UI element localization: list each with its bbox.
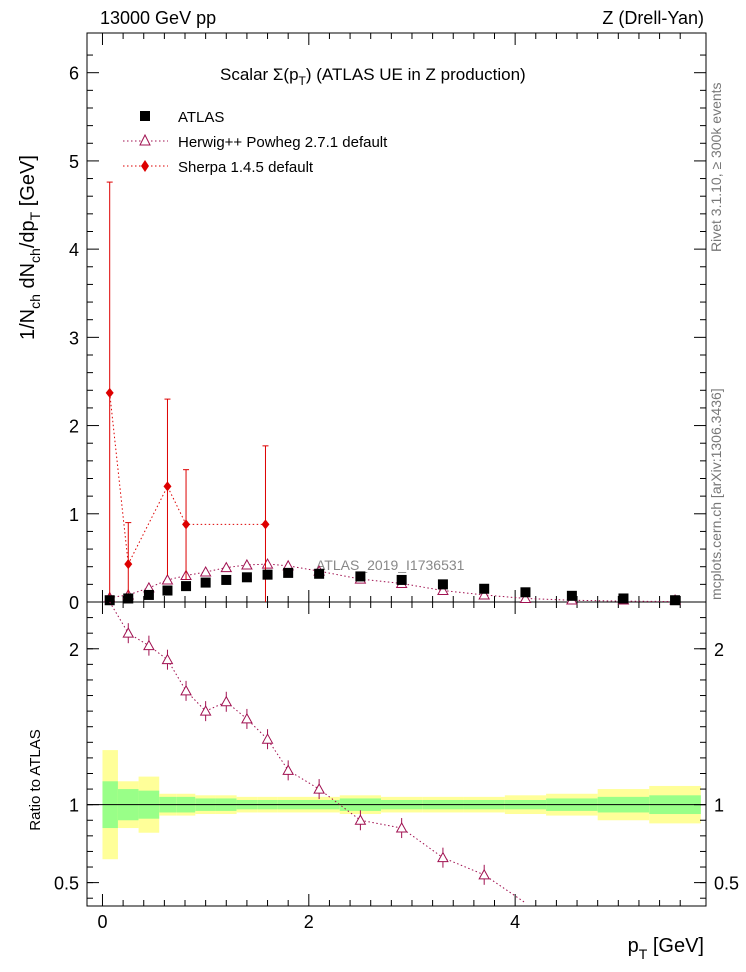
herwig-ratio-point: [437, 851, 449, 863]
ratio-panel-frame: [86, 601, 707, 907]
data-series: [103, 181, 681, 606]
herwig-point: [519, 592, 532, 603]
ratio-tick-label-left: 0.5: [54, 874, 79, 894]
herwig-ratio-point: [241, 712, 253, 724]
atlas-point: [314, 568, 325, 579]
legend-item-herwig: Herwig++ Powheg 2.7.1 default: [123, 133, 388, 151]
legend-sherpa-label: Sherpa 1.4.5 default: [178, 159, 314, 176]
herwig-point: [437, 584, 449, 596]
atlas-point: [241, 572, 252, 583]
y-tick-label: 3: [69, 328, 79, 348]
legend-sherpa-marker: [141, 160, 149, 172]
atlas-point: [520, 587, 531, 598]
process-label: Z (Drell-Yan): [602, 8, 704, 28]
herwig-point: [261, 558, 274, 569]
legend-atlas-marker: [140, 111, 150, 121]
atlas-point: [479, 583, 490, 594]
x-tick-label: 2: [304, 912, 314, 932]
herwig-ratio-point: [199, 705, 212, 716]
atlas-point: [143, 589, 154, 600]
x-axis-label: pT [GeV]: [628, 935, 704, 962]
atlas-point: [162, 585, 173, 596]
atlas-point: [262, 569, 273, 580]
herwig-ratio-point: [122, 627, 135, 638]
herwig-ratio-point: [220, 695, 233, 707]
y-axis-label: 1/Nch dNch/dpT [GeV]: [17, 155, 43, 340]
atlas-point: [355, 571, 366, 582]
atlas-point: [104, 595, 115, 606]
atlas-point: [670, 595, 681, 606]
atlas-point: [283, 567, 294, 578]
atlas-point: [123, 593, 134, 604]
herwig-ratio-point: [395, 822, 408, 833]
y-tick-label: 2: [69, 417, 79, 437]
herwig-ratio-point: [354, 814, 367, 825]
sherpa-point: [163, 481, 172, 492]
sherpa-point: [261, 519, 270, 530]
legend-item-sherpa: Sherpa 1.4.5 default: [123, 159, 314, 176]
ratio-y-axis-label: Ratio to ATLAS: [27, 729, 44, 830]
mcplots-label: mcplots.cern.ch [arXiv:1306.3436]: [708, 388, 724, 600]
ratio-series: [109, 601, 526, 904]
herwig-ratio-point: [161, 653, 174, 665]
atlas-point: [437, 579, 448, 590]
analysis-watermark: ATLAS_2019_I1736531: [316, 557, 465, 573]
herwig-ratio-line: [109, 601, 526, 904]
sherpa-point: [182, 519, 191, 530]
herwig-point: [161, 573, 174, 585]
herwig-ratio-point: [261, 733, 274, 744]
atlas-point: [221, 574, 232, 585]
atlas-point: [200, 577, 211, 588]
herwig-ratio-point: [313, 783, 325, 794]
ratio-tick-label-left: 2: [69, 640, 79, 660]
herwig-point: [478, 588, 491, 600]
energy-label: 13000 GeV pp: [100, 8, 216, 28]
ratio-tick-label-right: 1: [714, 796, 724, 816]
atlas-point: [566, 590, 577, 601]
sherpa-point: [105, 387, 114, 398]
herwig-point: [220, 561, 233, 573]
atlas-point: [618, 593, 629, 604]
atlas-point: [181, 581, 192, 592]
herwig-point: [199, 565, 212, 577]
legend-herwig-marker: [139, 133, 151, 146]
chart-title: Scalar Σ(pT) (ATLAS UE in Z production): [220, 65, 526, 88]
y-tick-label: 5: [69, 152, 79, 172]
ratio-uncertainty-band: [87, 750, 706, 860]
ratio-tick-label-left: 1: [69, 796, 79, 816]
ratio-tick-label-right: 2: [714, 640, 724, 660]
herwig-ratio-point: [143, 639, 155, 651]
rivet-label: Rivet 3.1.10, ≥ 300k events: [708, 82, 724, 252]
legend: ATLAS Herwig++ Powheg 2.7.1 default Sher…: [123, 109, 388, 176]
legend-atlas-label: ATLAS: [178, 109, 224, 126]
x-tick-label: 4: [510, 912, 520, 932]
sherpa-point: [124, 559, 133, 570]
herwig-ratio-point: [478, 868, 491, 880]
ratio-tick-label-right: 0.5: [714, 874, 739, 894]
y-tick-label: 1: [69, 505, 79, 525]
y-tick-label: 6: [69, 64, 79, 84]
y-tick-label: 0: [69, 593, 79, 613]
legend-herwig-label: Herwig++ Powheg 2.7.1 default: [178, 134, 388, 151]
legend-item-atlas: ATLAS: [140, 109, 224, 126]
tick-labels: 0 1 2 3 4 5 6 0 2 4 0.5 0.5 1 1 2 2: [54, 64, 739, 932]
x-tick-label: 0: [97, 912, 107, 932]
y-tick-label: 4: [69, 240, 79, 260]
herwig-ratio-point: [282, 764, 295, 775]
atlas-point: [396, 574, 407, 585]
axis-ticks: [87, 33, 706, 906]
herwig-point: [241, 558, 253, 570]
herwig-ratio-point: [180, 684, 192, 696]
sherpa-line: [109, 392, 266, 566]
